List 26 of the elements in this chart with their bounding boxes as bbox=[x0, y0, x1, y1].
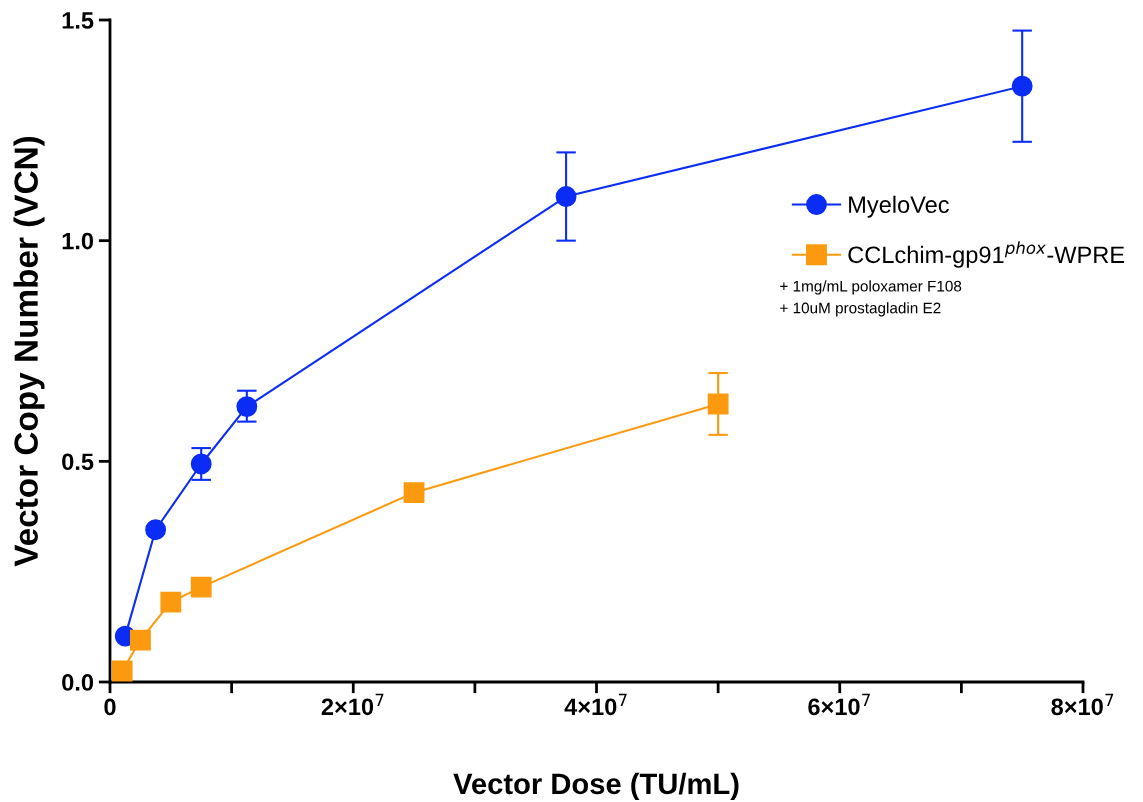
point bbox=[190, 576, 212, 598]
y-tick-label: 0.0 bbox=[62, 674, 94, 691]
point bbox=[190, 453, 212, 475]
x-axis-title: Vector Dose (TU/mL) bbox=[453, 772, 739, 800]
point bbox=[555, 186, 577, 207]
point bbox=[111, 660, 133, 682]
x-tick-label: 4×10$^{7}$ bbox=[564, 693, 627, 716]
point bbox=[1011, 75, 1033, 97]
x-tick-label: 2×10$^{7}$ bbox=[321, 693, 384, 716]
annotation: + 10uM prostagladin E2 bbox=[780, 302, 941, 317]
point bbox=[160, 591, 182, 613]
y-axis-title: Vector Copy Number (VCN) bbox=[13, 136, 45, 567]
x-tick-label: 8×10$^{7}$ bbox=[1051, 693, 1114, 716]
y-tick-label: 0.5 bbox=[62, 453, 94, 471]
legend-label: CCLchim-gp91$^{phox}$-WPRE bbox=[848, 241, 1125, 268]
legend-label: MyeloVec bbox=[849, 195, 949, 218]
point bbox=[403, 482, 425, 504]
point bbox=[236, 396, 258, 418]
y-tick-label: 1.5 bbox=[62, 12, 94, 29]
point bbox=[129, 629, 151, 651]
x-tick-label: 0 bbox=[104, 698, 116, 716]
x-tick-label: 6×10$^{7}$ bbox=[808, 693, 870, 716]
point bbox=[707, 393, 729, 415]
y-tick-label: 1.0 bbox=[62, 232, 94, 250]
annotation: + 1mg/mL poloxamer F108 bbox=[780, 280, 962, 295]
point bbox=[145, 519, 167, 541]
